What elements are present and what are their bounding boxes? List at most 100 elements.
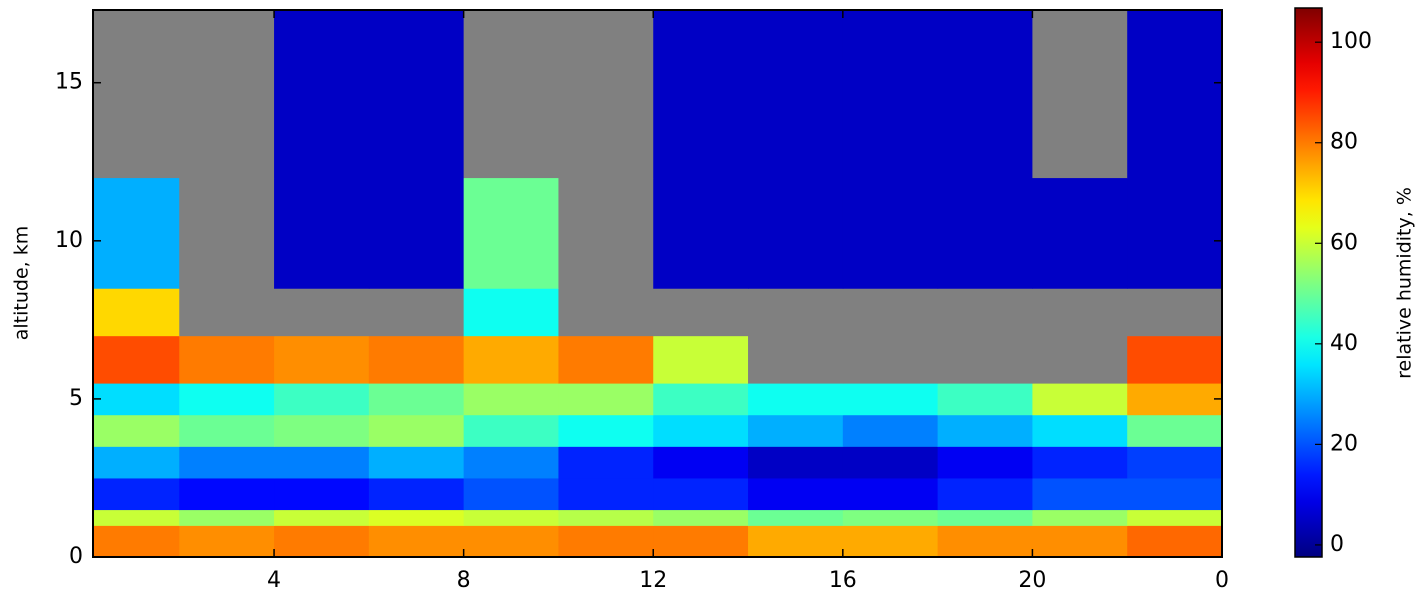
heat-cell — [1032, 509, 1128, 526]
x-tick-label: 12 — [639, 568, 667, 593]
heat-cell — [937, 383, 1033, 416]
heat-cell — [748, 10, 844, 179]
colorbar-tick-label: 100 — [1330, 29, 1372, 54]
heat-cell — [1032, 525, 1128, 558]
heat-cell — [93, 288, 180, 337]
heat-cell — [1127, 177, 1223, 289]
heat-cell — [558, 446, 654, 479]
y-tick-label: 0 — [69, 544, 83, 569]
y-tick-label: 10 — [55, 228, 83, 253]
heat-cell — [1127, 509, 1223, 526]
heat-cell — [179, 335, 275, 384]
heat-cell — [368, 446, 465, 479]
heat-cell — [1032, 177, 1128, 289]
missing-cell — [937, 288, 1033, 337]
heat-cell — [1127, 446, 1223, 479]
heat-cell — [842, 10, 939, 179]
heat-cell — [274, 414, 370, 447]
heat-cell — [1032, 446, 1128, 479]
heat-cell — [93, 414, 180, 447]
heat-cell — [937, 477, 1033, 511]
heat-cell — [653, 414, 749, 447]
missing-cell — [274, 288, 370, 337]
heat-cell — [93, 446, 180, 479]
heat-cell — [179, 509, 275, 526]
heat-cell — [274, 477, 370, 511]
missing-cell — [1032, 10, 1128, 179]
colorbar-tick-label: 20 — [1330, 431, 1358, 456]
heat-cell — [842, 383, 939, 416]
missing-cell — [463, 10, 559, 179]
missing-cell — [653, 288, 749, 337]
heat-cell — [937, 414, 1033, 447]
missing-cell — [1127, 288, 1223, 337]
heat-cell — [558, 414, 654, 447]
heat-cell — [463, 509, 559, 526]
x-tick-label: 16 — [829, 568, 857, 593]
missing-cell — [93, 10, 180, 179]
heat-cell — [1032, 383, 1128, 416]
heat-cell — [653, 177, 749, 289]
heat-cell — [1127, 383, 1223, 416]
heat-cell — [653, 525, 749, 558]
heat-cell — [368, 383, 465, 416]
heat-cell — [748, 414, 844, 447]
heat-cell — [558, 383, 654, 416]
heat-cell — [558, 525, 654, 558]
heat-cell — [274, 383, 370, 416]
heat-cell — [368, 177, 465, 289]
heat-cell — [653, 10, 749, 179]
heat-cell — [93, 509, 180, 526]
missing-cell — [937, 335, 1033, 384]
heat-cell — [937, 177, 1033, 289]
heat-cell — [748, 177, 844, 289]
x-tick-label: 4 — [267, 568, 281, 593]
heat-cell — [748, 509, 844, 526]
heat-cell — [653, 446, 749, 479]
missing-cell — [179, 177, 275, 289]
heat-cell — [368, 525, 465, 558]
colorbar-tick-label: 0 — [1330, 532, 1344, 557]
heat-cell — [368, 335, 465, 384]
heat-cell — [558, 335, 654, 384]
missing-cell — [842, 288, 939, 337]
missing-cell — [368, 288, 465, 337]
heat-cell — [463, 335, 559, 384]
heat-cell — [463, 288, 559, 337]
y-tick-label: 5 — [69, 386, 83, 411]
heat-cell — [179, 477, 275, 511]
heat-cell — [748, 446, 844, 479]
heat-cell — [558, 477, 654, 511]
heat-cell — [463, 477, 559, 511]
heat-cell — [179, 446, 275, 479]
heat-cell — [274, 335, 370, 384]
heat-cell — [653, 383, 749, 416]
heat-cell — [274, 509, 370, 526]
heat-cell — [463, 446, 559, 479]
heat-cell — [463, 414, 559, 447]
heat-cell — [748, 383, 844, 416]
colorbar-tick-label: 60 — [1330, 230, 1358, 255]
heat-cell — [368, 414, 465, 447]
heat-cell — [937, 10, 1033, 179]
missing-cell — [558, 177, 654, 289]
heat-cell — [274, 10, 370, 179]
heat-cell — [274, 177, 370, 289]
heat-cell — [463, 177, 559, 289]
heat-cell — [1032, 414, 1128, 447]
heat-cell — [1127, 477, 1223, 511]
heat-cell — [1127, 10, 1223, 179]
x-tick-label: 0 — [1215, 568, 1229, 593]
heat-cell — [653, 477, 749, 511]
x-tick-label: 8 — [457, 568, 471, 593]
heat-cell — [937, 446, 1033, 479]
heat-cell — [93, 383, 180, 416]
heat-cell — [93, 177, 180, 289]
heat-cell — [558, 509, 654, 526]
heat-cell — [368, 509, 465, 526]
heat-cell — [748, 525, 844, 558]
heat-cell — [463, 525, 559, 558]
heat-cell — [179, 383, 275, 416]
y-tick-label: 15 — [55, 70, 83, 95]
heat-cell — [93, 525, 180, 558]
